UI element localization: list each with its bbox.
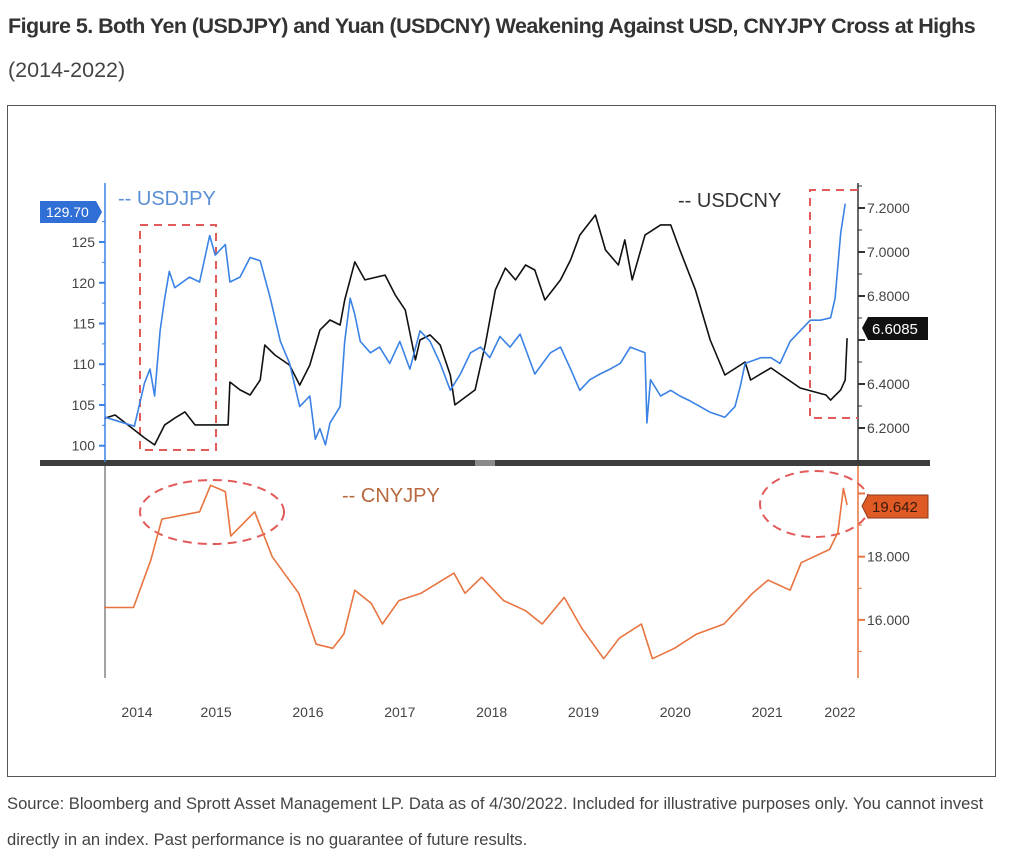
usdcny-line [104, 214, 848, 446]
figure-title: Figure 5. Both Yen (USDJPY) and Yuan (US… [8, 4, 1018, 92]
annotations [139, 189, 871, 545]
x-tick-label: 2016 [292, 704, 323, 720]
x-tick-label: 2018 [476, 704, 507, 720]
panel-separator-handle [475, 460, 495, 466]
usdjpy-tick-label: 125 [72, 234, 96, 250]
usdcny-tick-label: 6.4000 [867, 376, 910, 392]
x-tick-label: 2020 [660, 704, 691, 720]
x-tick-label: 2014 [121, 704, 152, 720]
legend-usdcny: -- USDCNY [678, 190, 781, 212]
usdcny-last-value-tag: 6.6085 [862, 317, 928, 340]
cnyjpy-tick-label: 16.000 [867, 612, 910, 628]
usdjpy-tag-shape [40, 201, 102, 223]
annotation-box-2014-2015 [139, 224, 217, 451]
usdjpy-line [104, 203, 846, 446]
usdcny-tick-label: 6.8000 [867, 288, 910, 304]
usdjpy-tick-label: 110 [73, 356, 96, 372]
usdjpy-tick-label: 105 [72, 397, 96, 413]
cnyjpy-tag-text: 19.642 [872, 499, 918, 516]
usdcny-tag-text: 6.6085 [872, 321, 918, 338]
legend-usdjpy: -- USDJPY [118, 188, 216, 210]
usdcny-tick-label: 7.0000 [867, 244, 910, 260]
figure-title-period: (2014-2022) [8, 58, 126, 82]
cnyjpy-tag-shape [861, 494, 929, 519]
annotation-ellipse-2022 [759, 470, 871, 538]
usdcny-tag-shape [862, 317, 928, 340]
usdjpy-last-value-tag: 129.70 [40, 201, 102, 223]
source-caption: Source: Bloomberg and Sprott Asset Manag… [7, 794, 984, 849]
cnyjpy-last-value-tag: 19.642 [861, 494, 929, 519]
x-tick-label: 2022 [824, 704, 855, 720]
x-tick-label: 2017 [384, 704, 415, 720]
annotation-box-2022 [809, 189, 858, 419]
cnyjpy-tick-label: 18.000 [867, 549, 910, 565]
legend-cnyjpy: -- CNYJPY [342, 485, 440, 507]
usdjpy-tick-label: 115 [73, 316, 96, 332]
usdcny-tick-label: 6.2000 [867, 420, 910, 436]
chart-frame [7, 105, 996, 777]
axes-layer [40, 183, 930, 678]
cnyjpy-line [104, 484, 848, 660]
annotation-ellipse-2015 [139, 479, 285, 545]
x-tick-label: 2019 [568, 704, 599, 720]
usdjpy-tick-label: 100 [72, 438, 96, 454]
figure-title-bold: Figure 5. Both Yen (USDJPY) and Yuan (US… [8, 14, 976, 38]
x-tick-label: 2021 [752, 704, 783, 720]
usdjpy-tick-label: 120 [72, 275, 96, 291]
usdcny-tick-label: 7.2000 [867, 200, 910, 216]
usdjpy-tag-text: 129.70 [46, 204, 89, 220]
x-tick-label: 2015 [201, 704, 232, 720]
